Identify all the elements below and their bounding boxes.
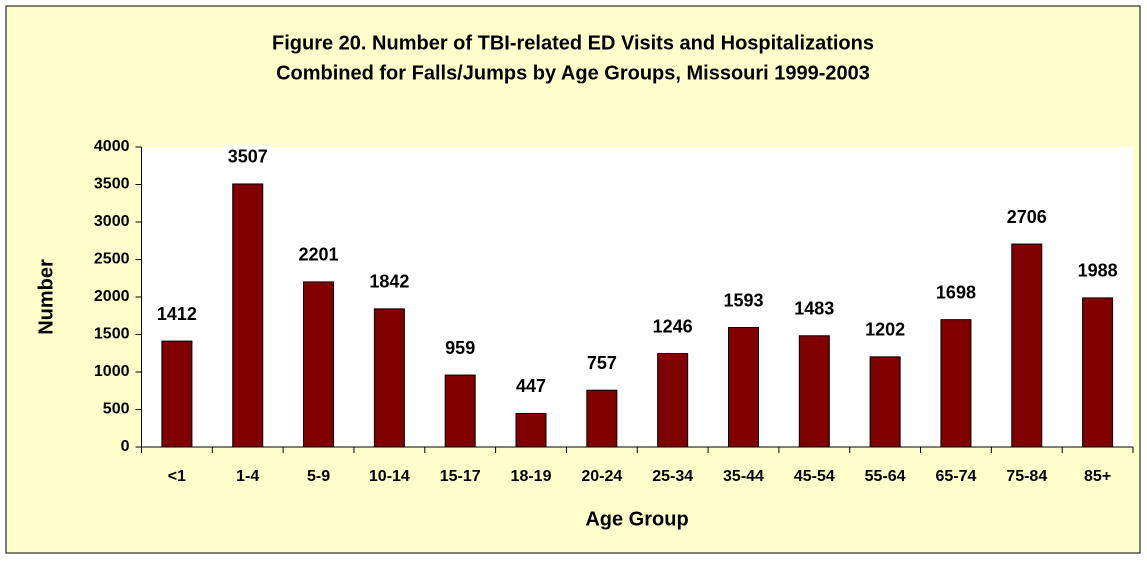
bar	[869, 356, 901, 448]
value-label-background	[648, 314, 697, 339]
y-tick-label: 1000	[94, 363, 130, 380]
value-label: 1483	[794, 299, 834, 319]
bar	[232, 183, 264, 448]
value-label: 1202	[865, 320, 905, 340]
x-tick-label: 15-17	[440, 468, 481, 485]
value-label: 959	[445, 338, 475, 358]
bar	[1082, 297, 1114, 448]
value-label-background	[582, 350, 621, 375]
bar	[373, 308, 405, 448]
value-label: 1246	[653, 316, 693, 336]
value-label-background	[441, 335, 480, 360]
y-tick-label: 3000	[94, 213, 130, 230]
y-axis-label: Number	[35, 259, 57, 335]
y-tick-label: 2500	[94, 251, 130, 268]
x-tick-label: 75-84	[1006, 468, 1047, 485]
value-label-background	[790, 296, 839, 321]
x-tick-label: 65-74	[935, 468, 976, 485]
plot-area	[141, 147, 1133, 447]
value-label-background	[294, 242, 343, 267]
y-tick-label: 3500	[94, 176, 130, 193]
value-label-background	[365, 269, 414, 294]
x-tick-label: 55-64	[865, 468, 906, 485]
bar	[657, 353, 689, 448]
value-label: 2201	[299, 245, 339, 265]
value-label-background	[861, 317, 910, 342]
bar	[798, 335, 830, 448]
x-tick-label: 10-14	[369, 468, 410, 485]
x-tick-label: 45-54	[794, 468, 835, 485]
bar	[1011, 243, 1043, 448]
bar	[161, 340, 193, 448]
value-label: 1593	[723, 290, 763, 310]
x-tick-label: 25-34	[652, 468, 693, 485]
bar	[586, 389, 618, 448]
chart-title: Figure 20. Number of TBI-related ED Visi…	[272, 32, 874, 54]
value-label: 1698	[936, 282, 976, 302]
value-label-background	[223, 144, 272, 169]
bar	[727, 327, 759, 448]
value-label-background	[1073, 258, 1122, 283]
value-label: 2706	[1007, 207, 1047, 227]
x-tick-label: <1	[168, 468, 186, 485]
y-tick-label: 0	[121, 438, 130, 455]
value-label: 3507	[228, 147, 268, 167]
x-tick-label: 20-24	[581, 468, 622, 485]
value-label-background	[719, 288, 768, 313]
y-tick-label: 500	[103, 401, 130, 418]
x-tick-label: 18-19	[511, 468, 552, 485]
bar	[444, 374, 476, 448]
x-tick-label: 35-44	[723, 468, 764, 485]
value-label: 1842	[369, 272, 409, 292]
y-tick-label: 2000	[94, 288, 130, 305]
bar	[940, 319, 972, 448]
y-tick-label: 1500	[94, 326, 130, 343]
x-axis-label: Age Group	[585, 508, 688, 530]
value-label-background	[931, 280, 980, 305]
value-label: 1412	[157, 304, 197, 324]
value-label-background	[511, 374, 551, 399]
value-label: 447	[516, 376, 546, 396]
y-tick-label: 4000	[94, 138, 130, 155]
x-tick-label: 1-4	[236, 468, 259, 485]
value-label: 757	[587, 353, 617, 373]
chart-title: Combined for Falls/Jumps by Age Groups, …	[276, 62, 870, 84]
bar	[303, 281, 335, 448]
value-label-background	[1002, 204, 1051, 229]
x-tick-label: 85+	[1084, 468, 1111, 485]
bar	[515, 412, 547, 448]
x-tick-label: 5-9	[307, 468, 330, 485]
value-label: 1988	[1078, 261, 1118, 281]
value-label-background	[152, 301, 201, 326]
